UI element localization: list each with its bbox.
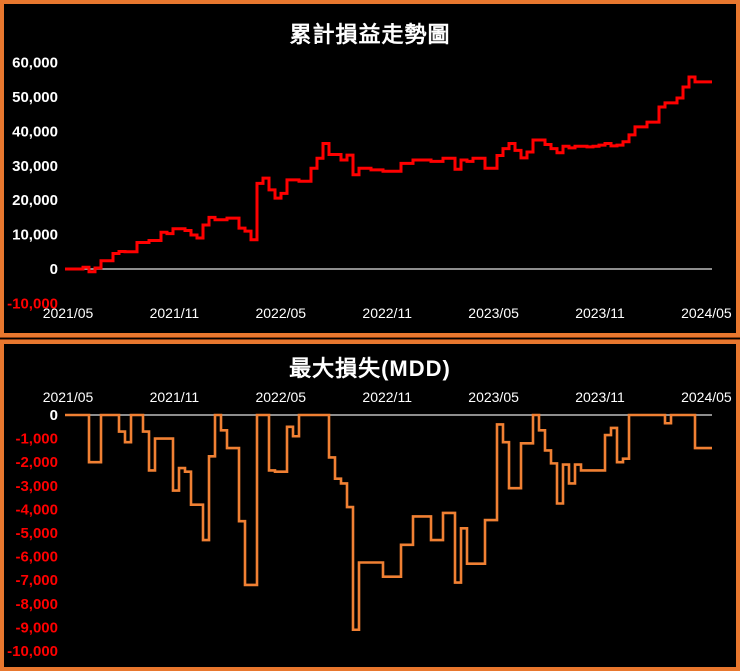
cumulative-pnl-chart-panel: 累計損益走勢圖 60,000 50,000 40,000 30,000 20,000 10… <box>0 0 740 337</box>
y-tick-label: 10,000 <box>12 227 58 244</box>
mdd-chart-panel: 最大損失(MDD) 0 -1,000 -2,000 -3,000 -4,000 -5,00… <box>0 340 740 671</box>
y-tick-label: -7,000 <box>15 572 58 589</box>
mdd-line <box>65 413 712 632</box>
y-tick-label: -4,000 <box>15 501 58 518</box>
y-tick-label: -1,000 <box>15 431 58 448</box>
y-tick-label: -5,000 <box>15 525 58 542</box>
cumulative-pnl-chart: 60,000 50,000 40,000 30,000 20,000 10,000 0 -10… <box>7 55 732 321</box>
y-tick-label: 20,000 <box>12 192 58 209</box>
x-tick-label: 2023/11 <box>575 389 625 405</box>
x-tick-label: 2021/11 <box>150 389 200 405</box>
x-tick-label: 2022/05 <box>255 305 306 321</box>
y-tick-label: 50,000 <box>12 89 58 106</box>
x-tick-label: 2024/05 <box>681 389 732 405</box>
x-tick-label: 2021/11 <box>150 305 200 321</box>
y-tick-label: -6,000 <box>15 549 58 566</box>
y-tick-label: -9,000 <box>15 619 58 636</box>
y-tick-label: -2,000 <box>15 454 58 471</box>
x-tick-label: 2022/11 <box>362 389 412 405</box>
x-tick-label: 2023/05 <box>468 305 519 321</box>
y-tick-label: 30,000 <box>12 158 58 175</box>
x-tick-label: 2024/05 <box>681 305 732 321</box>
y-tick-label: 0 <box>50 261 58 278</box>
y-tick-label: -3,000 <box>15 478 58 495</box>
x-tick-label: 2022/05 <box>255 389 306 405</box>
x-tick-label: 2021/05 <box>43 305 94 321</box>
y-tick-label: -10,000 <box>7 643 58 660</box>
cumulative-pnl-title: 累計損益走勢圖 <box>289 22 451 47</box>
x-tick-label: 2021/05 <box>43 389 94 405</box>
y-tick-label: 60,000 <box>12 55 58 72</box>
pnl-line <box>65 75 712 274</box>
x-tick-label: 2023/05 <box>468 389 519 405</box>
y-tick-label: 40,000 <box>12 123 58 140</box>
mdd-title: 最大損失(MDD) <box>289 356 451 381</box>
y-tick-label: -10,000 <box>7 295 58 312</box>
y-tick-label: 0 <box>50 407 58 424</box>
y-tick-label: -8,000 <box>15 596 58 613</box>
x-tick-label: 2022/11 <box>362 305 412 321</box>
mdd-chart: 0 -1,000 -2,000 -3,000 -4,000 -5,000 -6,000 -7,… <box>7 389 732 660</box>
x-tick-label: 2023/11 <box>575 305 625 321</box>
